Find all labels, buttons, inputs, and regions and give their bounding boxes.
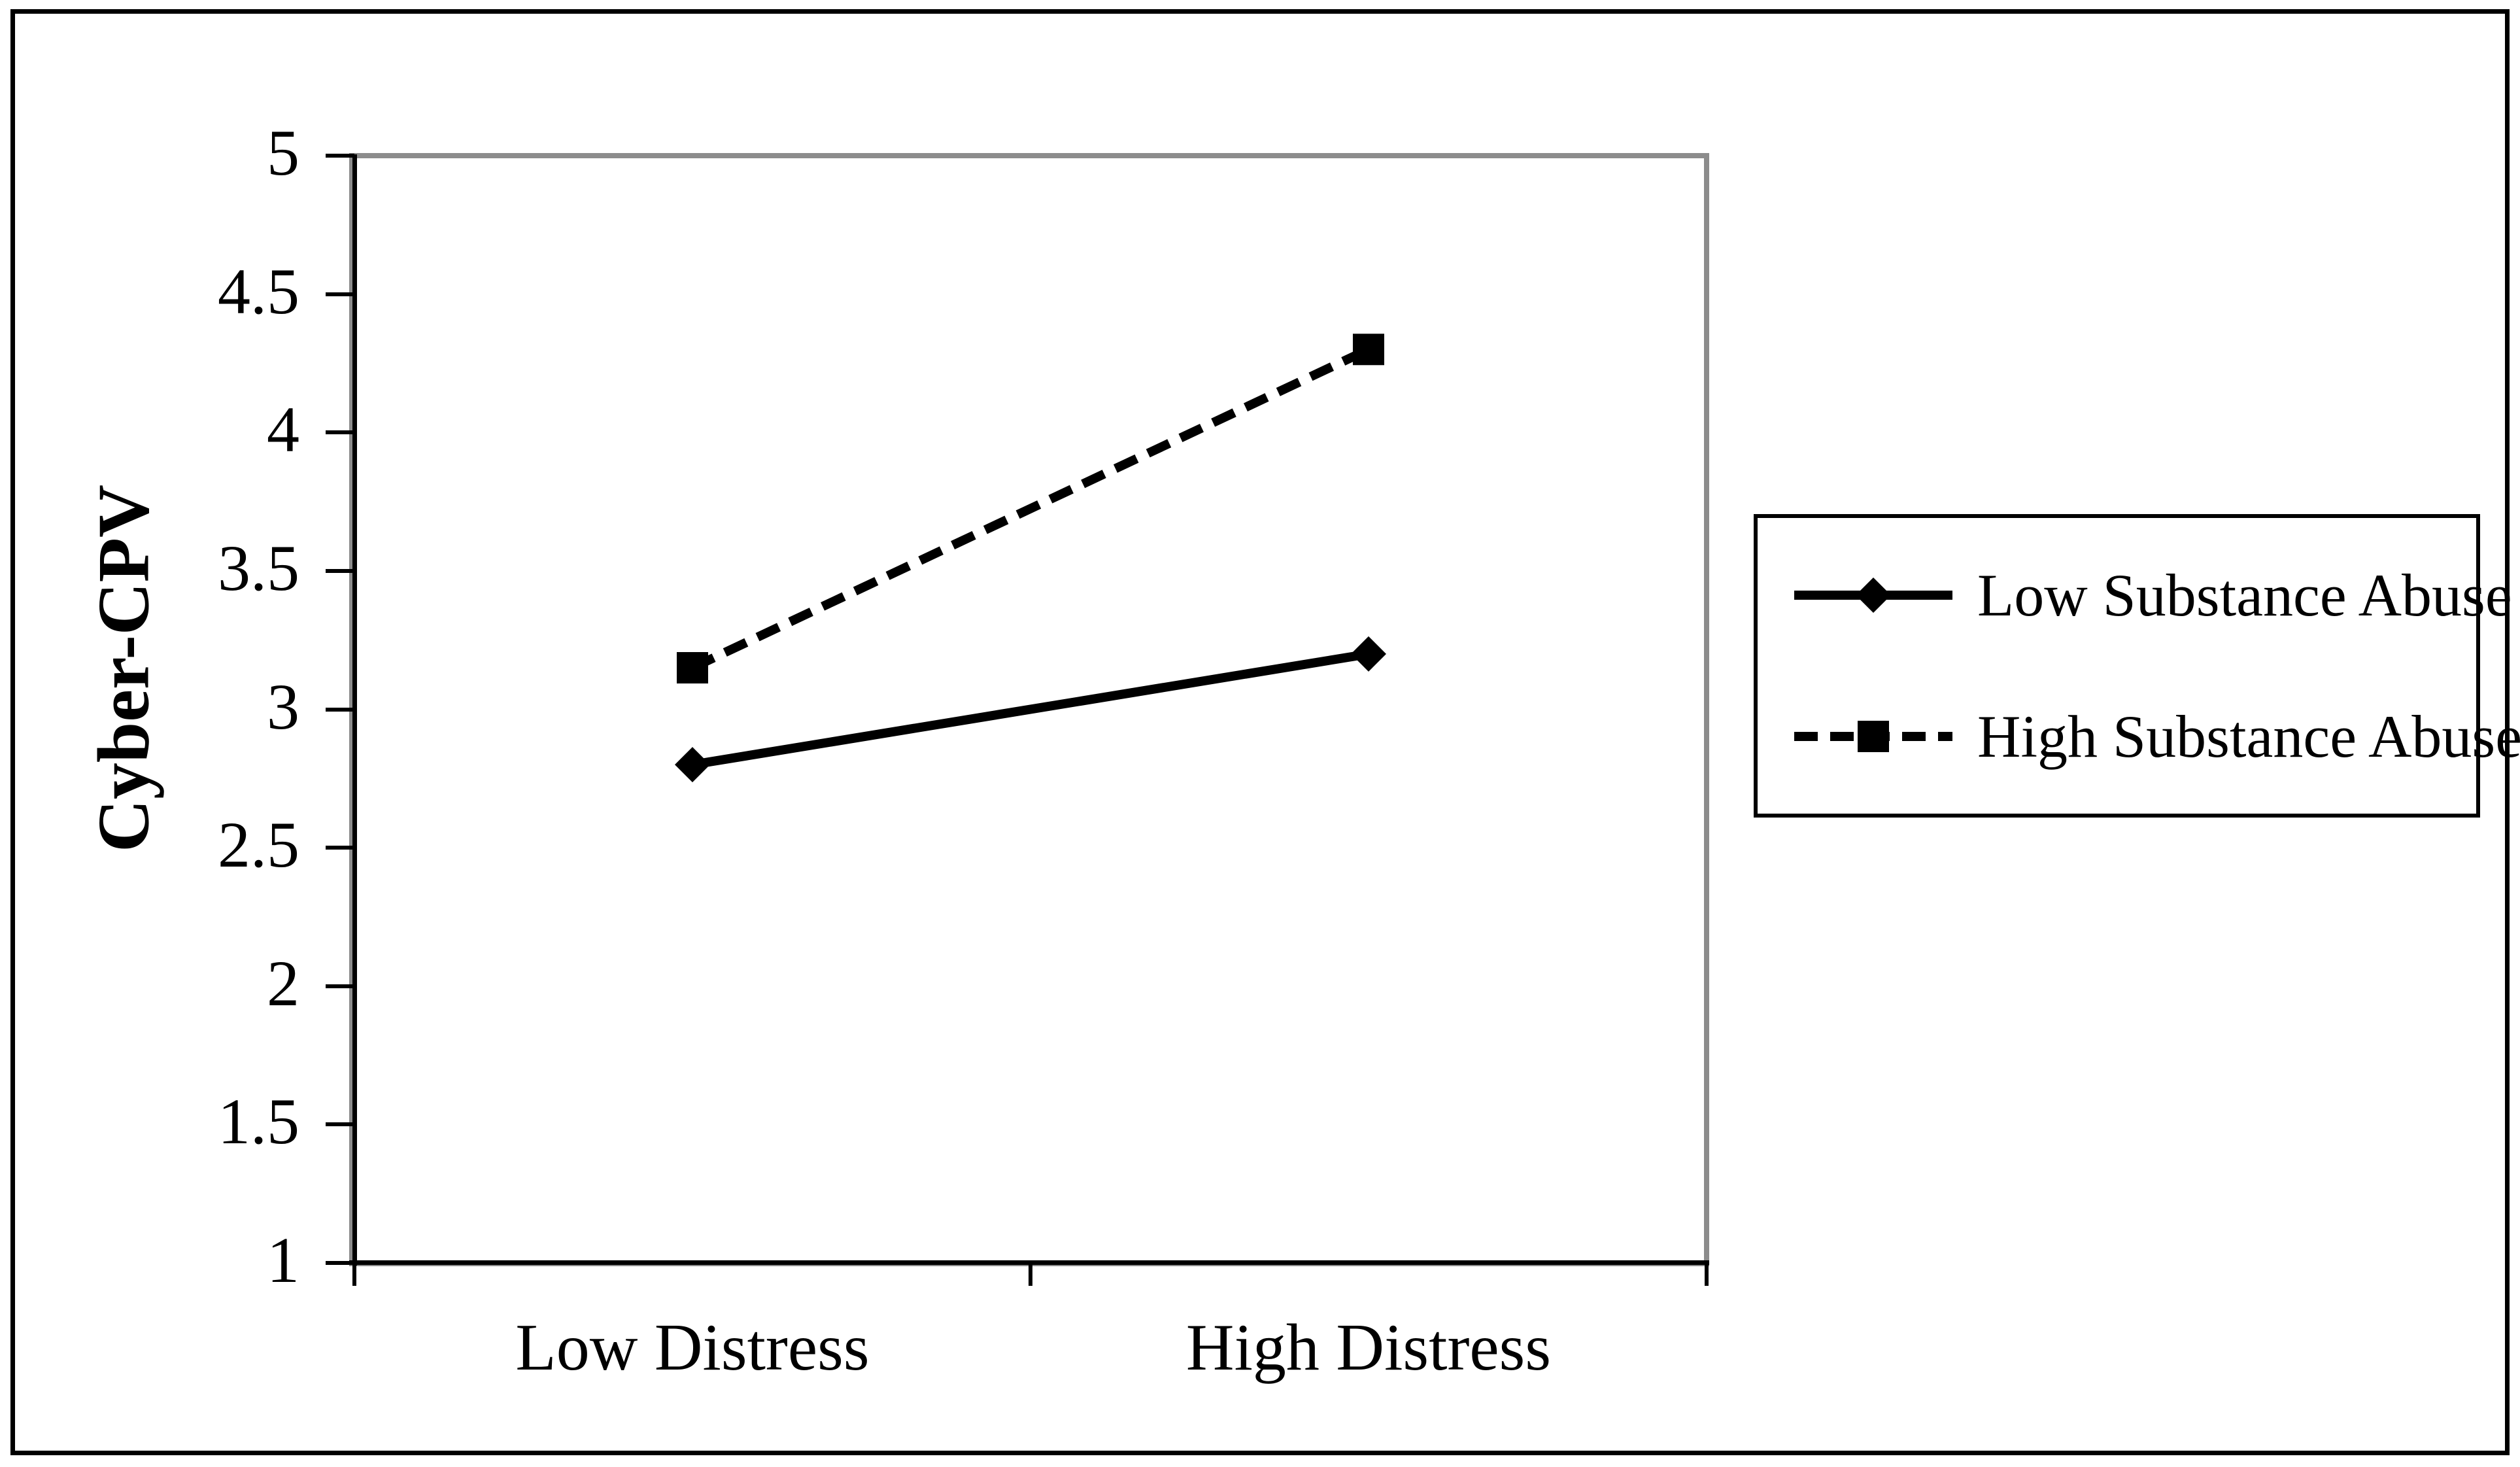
y-tick [326, 1261, 354, 1265]
y-tick-label: 1 [267, 1223, 299, 1296]
y-tick [326, 430, 354, 435]
y-tick-label: 3 [267, 670, 299, 743]
x-tick [352, 1265, 356, 1286]
legend-label: High Substance Abuse [1977, 703, 2520, 770]
y-tick-label: 2 [267, 946, 299, 1020]
x-tick [1705, 1265, 1709, 1286]
y-tick-label: 1.5 [218, 1085, 299, 1158]
y-tick [326, 984, 354, 988]
dashed-series-line [690, 345, 1371, 672]
y-tick [326, 707, 354, 712]
y-tick [326, 154, 354, 158]
y-tick-label: 4 [267, 393, 299, 466]
y-tick-label: 2.5 [218, 808, 299, 882]
legend: Low Substance Abuse High Substance Abuse [1754, 514, 2520, 818]
x-category-label: High Distress [1185, 1311, 1552, 1385]
diamond-marker [1856, 578, 1891, 613]
legend-item-low-substance-abuse: Low Substance Abuse [1792, 559, 2512, 631]
y-tick [326, 292, 354, 296]
y-tick [326, 1122, 354, 1127]
diamond-marker [1351, 636, 1386, 672]
y-tick [326, 846, 354, 850]
x-axis-line [349, 1260, 1709, 1265]
x-tick [1029, 1265, 1032, 1286]
square-marker [1353, 334, 1384, 366]
legend-sample-line-icon [1794, 721, 1952, 752]
square-marker [677, 652, 708, 684]
y-tick-label: 5 [267, 116, 299, 189]
plot-border-top [349, 153, 1709, 158]
y-axis-line [352, 154, 357, 1266]
x-category-label: Low Distress [515, 1311, 870, 1385]
diamond-marker [675, 747, 710, 783]
y-tick-label: 3.5 [218, 531, 299, 604]
plot-border-right [1704, 153, 1709, 1266]
legend-sample-line-icon [1794, 578, 1952, 613]
figure-border [10, 9, 2510, 1455]
square-marker [1858, 721, 1889, 752]
legend-label: Low Substance Abuse [1977, 562, 2512, 629]
y-tick-label: 4.5 [218, 254, 299, 328]
legend-item-high-substance-abuse: High Substance Abuse [1792, 700, 2520, 772]
y-tick [326, 568, 354, 573]
solid-series-line [691, 649, 1370, 770]
plot-area [675, 334, 1386, 783]
